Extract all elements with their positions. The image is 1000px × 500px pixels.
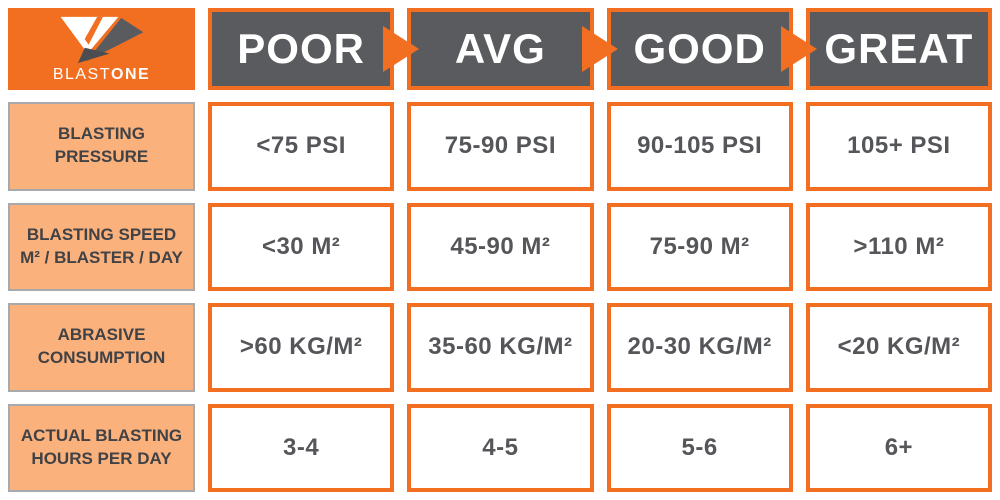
wordmark-blast: BLAST (52, 66, 111, 83)
column-header-poor: POOR (208, 8, 395, 90)
row-label-line: HOURS PER DAY (31, 448, 172, 468)
blastone-wordmark: BLASTONE (53, 67, 150, 83)
blastone-logo: BLASTONE (8, 8, 195, 90)
cell-value: >60 KG/M² (239, 333, 363, 361)
blastone-logo-icon (56, 15, 148, 65)
row-label-blasting-hours: ACTUAL BLASTING HOURS PER DAY (8, 403, 195, 492)
row-label-line: CONSUMPTION (37, 348, 166, 368)
column-header-poor-label: POOR (237, 25, 365, 72)
column-header-good: GOOD (606, 8, 793, 90)
row-label-blasting-pressure: BLASTING PRESSURE (8, 102, 195, 191)
column-header-avg-label: AVG (454, 25, 546, 72)
cell-value: 75-90 PSI (444, 132, 556, 160)
row-label-blasting-speed: BLASTING SPEED M² / BLASTER / DAY (8, 202, 195, 291)
row-label-line: M² / BLASTER / DAY (20, 247, 183, 267)
cell-abrasive-avg: 35-60 KG/M² (407, 303, 594, 392)
cell-hours-good: 5-6 (606, 403, 793, 492)
cell-hours-great: 6+ (805, 403, 992, 492)
column-header-avg: AVG (407, 8, 594, 90)
cell-value: <20 KG/M² (837, 333, 961, 361)
cell-value: 45-90 M² (450, 232, 551, 260)
arrow-right-icon (582, 26, 618, 72)
column-header-good-label: GOOD (633, 25, 766, 72)
cell-value: <30 M² (261, 232, 341, 260)
arrow-right-icon (781, 26, 817, 72)
row-label-line: BLASTING SPEED (26, 224, 177, 244)
cell-value: 105+ PSI (847, 132, 951, 160)
row-label-abrasive-consumption: ABRASIVE CONSUMPTION (8, 303, 195, 392)
cell-pressure-great: 105+ PSI (805, 102, 992, 191)
row-label-line: BLASTING (58, 124, 145, 144)
cell-value: 90-105 PSI (637, 132, 763, 160)
cell-value: 6+ (884, 433, 914, 461)
cell-value: 5-6 (681, 433, 718, 461)
cell-abrasive-great: <20 KG/M² (805, 303, 992, 392)
cell-value: <75 PSI (256, 132, 346, 160)
cell-value: 3-4 (283, 433, 320, 461)
wordmark-one: ONE (111, 66, 151, 83)
cell-value: 20-30 KG/M² (627, 333, 772, 361)
cell-value: 75-90 M² (649, 232, 750, 260)
row-label-line: ACTUAL BLASTING (20, 425, 183, 445)
arrow-right-icon (383, 26, 419, 72)
cell-speed-good: 75-90 M² (606, 202, 793, 291)
cell-hours-avg: 4-5 (407, 403, 594, 492)
row-label-line: PRESSURE (54, 147, 149, 167)
cell-pressure-good: 90-105 PSI (606, 102, 793, 191)
cell-abrasive-poor: >60 KG/M² (208, 303, 395, 392)
column-header-great-label: GREAT (824, 25, 974, 72)
cell-abrasive-good: 20-30 KG/M² (606, 303, 793, 392)
cell-speed-poor: <30 M² (208, 202, 395, 291)
cell-value: 4-5 (482, 433, 519, 461)
cell-speed-great: >110 M² (805, 202, 992, 291)
row-label-line: ABRASIVE (57, 325, 146, 345)
cell-speed-avg: 45-90 M² (407, 202, 594, 291)
cell-pressure-avg: 75-90 PSI (407, 102, 594, 191)
cell-value: >110 M² (853, 232, 945, 260)
column-header-great: GREAT (805, 8, 992, 90)
cell-hours-poor: 3-4 (208, 403, 395, 492)
cell-pressure-poor: <75 PSI (208, 102, 395, 191)
cell-value: 35-60 KG/M² (428, 333, 573, 361)
